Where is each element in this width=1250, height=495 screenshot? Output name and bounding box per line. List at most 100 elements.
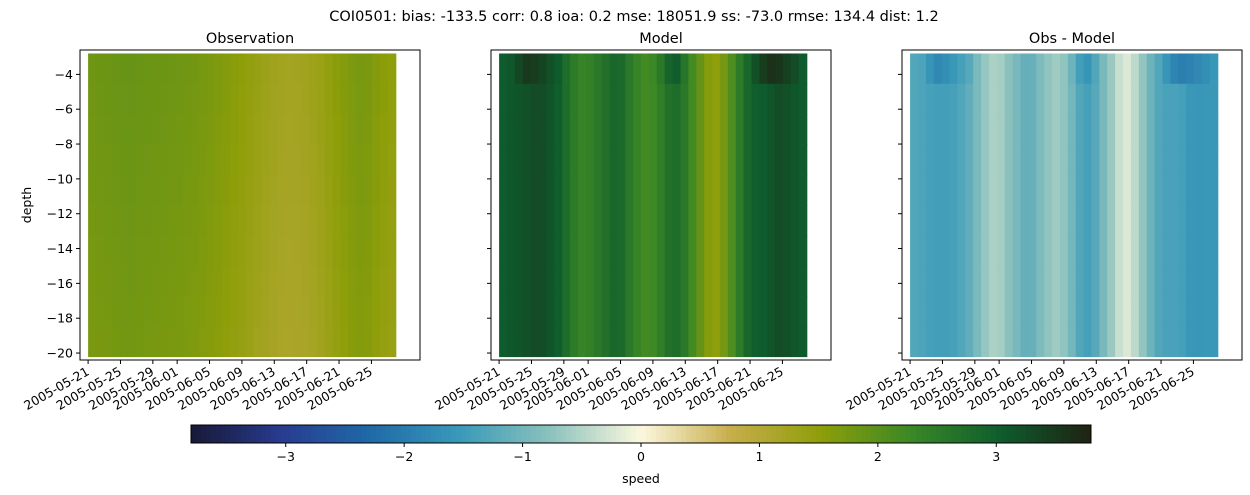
- heatmap-cell: [1075, 114, 1085, 145]
- heatmap-cell: [506, 174, 516, 206]
- heatmap-cell: [672, 295, 682, 327]
- heatmap-cell: [253, 114, 263, 145]
- colorbar-segment: [1056, 425, 1062, 443]
- heatmap-cell: [988, 53, 998, 85]
- heatmap-cell: [230, 295, 239, 327]
- colorbar-segment: [846, 425, 852, 443]
- heatmap-cell: [585, 205, 595, 236]
- heatmap-cell: [1123, 235, 1132, 267]
- heatmap-cell: [538, 114, 548, 145]
- colorbar-segment: [581, 425, 587, 443]
- heatmap-cell: [387, 174, 397, 206]
- heatmap-cell: [727, 295, 737, 327]
- heatmap-cell: [593, 265, 603, 297]
- heatmap-cell: [577, 114, 587, 145]
- heatmap-cell: [269, 265, 278, 297]
- heatmap-cell: [1178, 295, 1187, 327]
- heatmap-cell: [981, 235, 990, 267]
- heatmap-cell: [759, 205, 768, 236]
- heatmap-cell: [719, 265, 729, 297]
- heatmap-cell: [151, 205, 160, 236]
- heatmap-cell: [1083, 53, 1093, 85]
- heatmap-cell: [198, 235, 208, 267]
- heatmap-cell: [506, 144, 516, 176]
- heatmap-cell: [88, 53, 97, 85]
- colorbar-segment: [346, 425, 352, 443]
- heatmap-cell: [182, 114, 192, 145]
- heatmap-cell: [253, 326, 263, 358]
- heatmap-cell: [1091, 53, 1100, 85]
- heatmap-cell: [688, 114, 697, 145]
- colorbar-segment: [646, 425, 652, 443]
- heatmap-cell: [1178, 144, 1187, 176]
- heatmap-cell: [190, 295, 200, 327]
- colorbar-segment: [781, 425, 787, 443]
- heatmap-cell: [111, 326, 121, 358]
- heatmap-cell: [743, 114, 753, 145]
- heatmap-cell: [562, 205, 571, 236]
- heatmap-cell: [593, 83, 603, 115]
- heatmap-cell: [182, 326, 192, 358]
- colorbar-segment: [906, 425, 912, 443]
- heatmap-cell: [585, 235, 595, 267]
- colorbar-segment: [226, 425, 232, 443]
- heatmap-cell: [680, 326, 689, 358]
- heatmap-cell: [340, 265, 349, 297]
- heatmap-cell: [348, 205, 357, 236]
- y-tick-label: −10: [47, 171, 73, 186]
- colorbar-tick-label: −1: [513, 449, 531, 464]
- heatmap-cell: [1067, 205, 1077, 236]
- colorbar-segment: [956, 425, 962, 443]
- heatmap-cell: [719, 53, 729, 85]
- heatmap-cell: [522, 205, 532, 236]
- heatmap-cell: [719, 205, 729, 236]
- heatmap-cell: [633, 265, 642, 297]
- heatmap-cell: [127, 326, 137, 358]
- heatmap-cell: [222, 295, 231, 327]
- heatmap-cell: [245, 265, 255, 297]
- heatmap-cell: [570, 235, 579, 267]
- heatmap-cell: [593, 326, 603, 358]
- heatmap-cell: [285, 235, 294, 267]
- heatmap-cell: [119, 53, 129, 85]
- heatmap-cell: [957, 114, 966, 145]
- heatmap-cell: [790, 265, 800, 297]
- heatmap-cell: [625, 205, 634, 236]
- colorbar-segment: [191, 425, 197, 443]
- heatmap-cell: [293, 235, 302, 267]
- heatmap-cell: [166, 205, 176, 236]
- heatmap-cell: [198, 174, 208, 206]
- heatmap-cell: [111, 174, 121, 206]
- heatmap-cell: [514, 205, 524, 236]
- heatmap-cell: [253, 295, 263, 327]
- heatmap-cell: [601, 205, 611, 236]
- heatmap-cell: [648, 326, 658, 358]
- heatmap-cell: [910, 83, 919, 115]
- heatmap-cell: [514, 295, 524, 327]
- heatmap-cell: [680, 265, 689, 297]
- heatmap-cell: [301, 53, 310, 85]
- heatmap-cell: [1012, 295, 1022, 327]
- heatmap-cell: [933, 174, 943, 206]
- heatmap-cell: [174, 53, 184, 85]
- heatmap-cell: [1123, 265, 1132, 297]
- heatmap-cell: [1138, 205, 1148, 236]
- heatmap-cell: [103, 174, 113, 206]
- heatmap-cell: [538, 83, 548, 115]
- heatmap-cell: [372, 114, 381, 145]
- heatmap-cell: [166, 295, 176, 327]
- heatmap-cell: [910, 114, 919, 145]
- heatmap-cell: [119, 295, 129, 327]
- heatmap-cell: [609, 235, 619, 267]
- heatmap-cell: [372, 265, 381, 297]
- heatmap-cell: [664, 174, 674, 206]
- heatmap-cell: [348, 144, 357, 176]
- heatmap-cell: [340, 235, 349, 267]
- heatmap-cell: [222, 114, 231, 145]
- heatmap-cell: [648, 205, 658, 236]
- heatmap-cell: [316, 326, 326, 358]
- heatmap-cell: [245, 83, 255, 115]
- colorbar-segment: [981, 425, 987, 443]
- heatmap-cell: [1162, 235, 1171, 267]
- heatmap-cell: [1067, 53, 1077, 85]
